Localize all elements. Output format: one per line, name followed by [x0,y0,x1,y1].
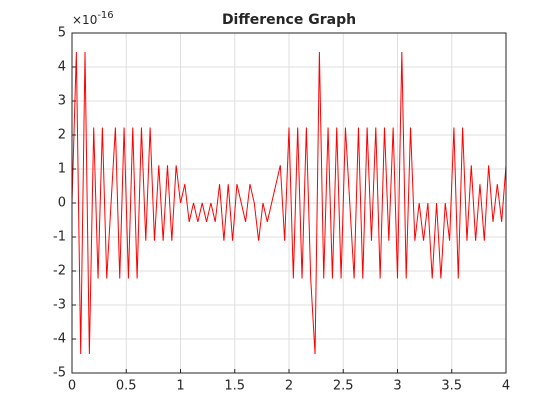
multiplier-exponent: -16 [97,10,113,21]
y-tick-label: 4 [58,60,66,75]
multiplier-base: ×10 [72,13,97,27]
y-tick-label: 0 [58,196,66,211]
y-tick-label: -2 [53,264,66,279]
x-tick-label: 3.5 [441,379,462,394]
x-tick-label: 2.5 [333,379,354,394]
x-tick-label: 2 [285,379,293,394]
chart-title: Difference Graph [222,12,356,28]
x-tick-label: 1 [176,379,184,394]
x-tick-label: 4 [502,379,510,394]
series [71,52,507,354]
y-tick-label: 2 [58,128,66,143]
y-tick-label: -3 [53,298,66,313]
y-tick-label: 1 [58,162,66,177]
x-tick-label: 1.5 [224,379,245,394]
y-tick-label: 5 [58,26,66,41]
ticks: 0 0.5 1 1.5 2 2.5 3 3.5 4 -5 -4 -3 -2 -1 0 1 2 3 4 5 [53,26,510,394]
y-tick-label: -1 [53,230,66,245]
x-tick-label: 3 [393,379,401,394]
y-multiplier: ×10-16 [72,10,114,27]
y-tick-label: -5 [53,366,66,381]
x-tick-label: 0.5 [116,379,137,394]
x-tick-label: 0 [68,379,76,394]
data-line [71,52,507,354]
y-tick-label: -4 [53,332,66,347]
y-tick-label: 3 [58,94,66,109]
